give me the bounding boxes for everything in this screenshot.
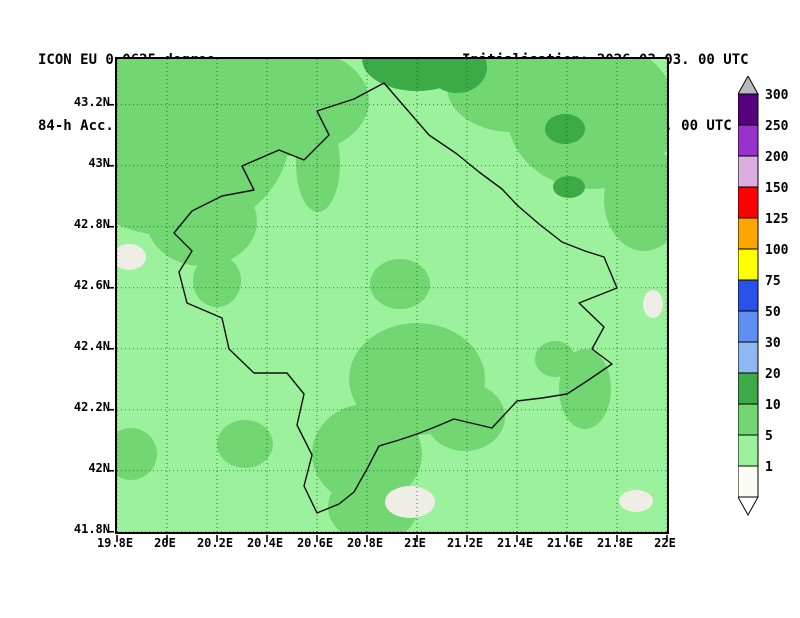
colorbar-label: 100 — [765, 243, 789, 258]
colorbar-segment — [737, 279, 759, 312]
lon-tick-label-21.4E: 21.4E — [496, 536, 534, 550]
lon-tick-label-20E: 20E — [154, 536, 176, 550]
colorbar-scale: 300 250 200 150 125 100 75 50 30 20 10 5 1 — [737, 74, 789, 517]
lon-tick-label-20.4E: 20.4E — [246, 536, 284, 550]
lat-tick-label-42.6N: 42.6N — [73, 277, 110, 292]
colorbar-segment — [737, 310, 759, 343]
colorbar-segment — [737, 248, 759, 281]
colorbar-segment — [737, 341, 759, 374]
lat-tick-label-42.2N: 42.2N — [73, 399, 110, 414]
lat-tick-label-42.4N: 42.4N — [73, 338, 110, 353]
colorbar-over-arrow — [737, 74, 759, 95]
colorbar-segment — [737, 465, 759, 498]
lat-tick-label-43.2N: 43.2N — [73, 94, 110, 109]
precip-field-under-1mm — [117, 244, 663, 518]
lon-tick-label-22E: 22E — [654, 536, 676, 550]
colorbar-segment — [737, 372, 759, 405]
grid-lines — [117, 59, 667, 532]
colorbar-label: 150 — [765, 181, 789, 196]
colorbar-label: 75 — [765, 274, 781, 289]
colorbar-label: 300 — [765, 88, 789, 103]
colorbar-label: 10 — [765, 398, 781, 413]
precipitation-colorbar: 300 250 200 150 125 100 75 50 30 20 10 5 1 — [737, 74, 800, 522]
colorbar-label: 5 — [765, 429, 773, 444]
colorbar-label: 30 — [765, 336, 781, 351]
map-frame — [107, 57, 669, 542]
lat-tick-label-43N: 43N — [88, 155, 110, 170]
lon-tick-label-20.6E: 20.6E — [296, 536, 334, 550]
colorbar-segment — [737, 186, 759, 219]
lon-tick-label-21.8E: 21.8E — [596, 536, 634, 550]
lon-tick-label-21.2E: 21.2E — [446, 536, 484, 550]
colorbar-under-arrow — [737, 496, 759, 517]
colorbar-segment — [737, 217, 759, 250]
lon-tick-label-21.6E: 21.6E — [546, 536, 584, 550]
precipitation-map — [107, 59, 668, 542]
colorbar-label: 125 — [765, 212, 788, 227]
colorbar-segment — [737, 155, 759, 188]
precip-field-10-20mm — [362, 59, 585, 198]
colorbar-segment — [737, 93, 759, 126]
lat-tick-label-42N: 42N — [88, 460, 110, 475]
lon-tick-label-20.2E: 20.2E — [196, 536, 234, 550]
lat-tick-label-42.8N: 42.8N — [73, 216, 110, 231]
colorbar-segment — [737, 434, 759, 467]
colorbar-segment — [737, 403, 759, 436]
axis-ticks — [107, 103, 668, 542]
colorbar-label: 1 — [765, 460, 773, 475]
kosovo-border — [173, 82, 618, 514]
colorbar-label: 50 — [765, 305, 781, 320]
colorbar-label: 200 — [765, 150, 789, 165]
lat-tick-label-41.8N: 41.8N — [73, 521, 110, 536]
lon-tick-label-20.8E: 20.8E — [346, 536, 384, 550]
lon-tick-label-19.8E: 19.8E — [96, 536, 134, 550]
colorbar-segment — [737, 124, 759, 157]
lon-tick-label-21E: 21E — [404, 536, 426, 550]
colorbar-label: 250 — [765, 119, 789, 134]
colorbar-label: 20 — [765, 367, 781, 382]
